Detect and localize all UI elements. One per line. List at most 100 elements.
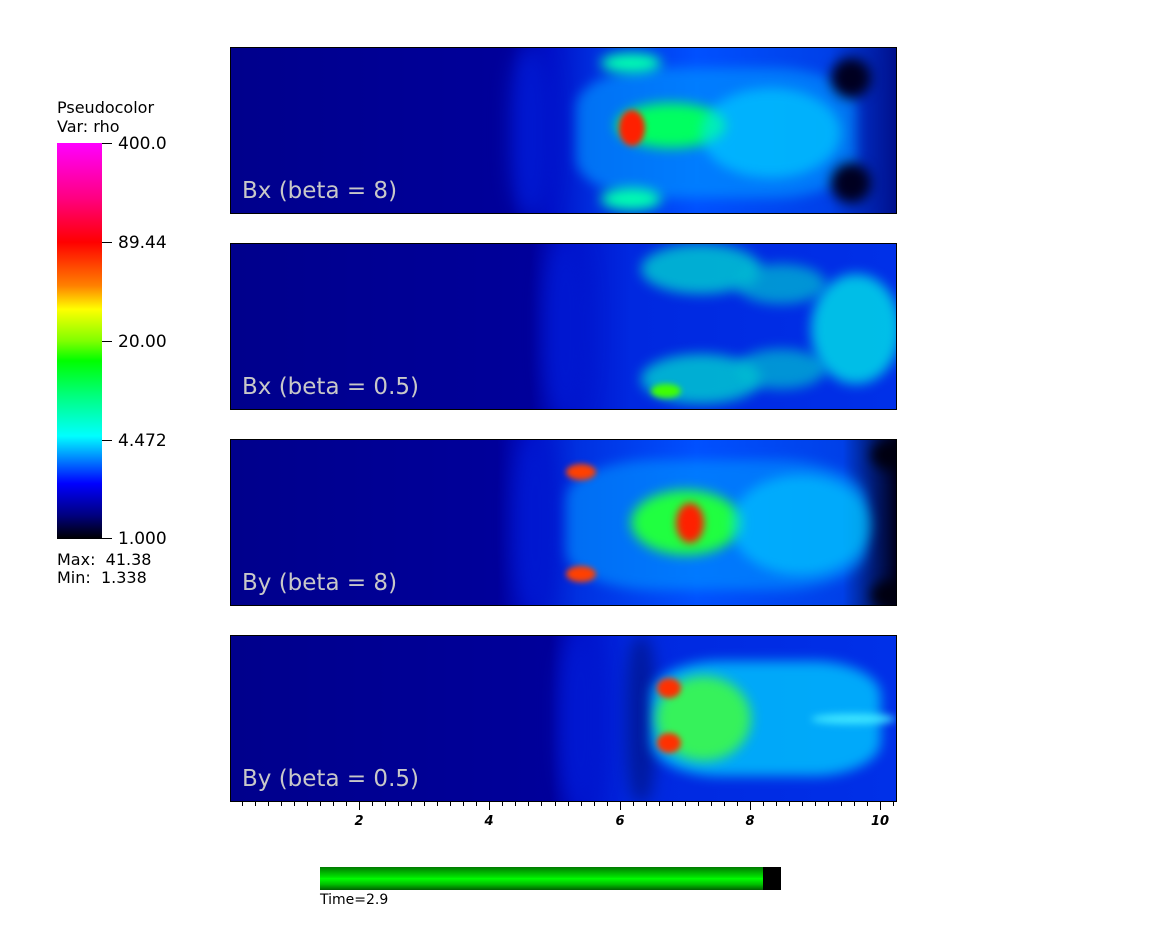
colorbar-tick (102, 341, 112, 342)
x-axis-tick (632, 801, 634, 806)
colorbar-label: 1.000 (118, 529, 167, 549)
x-axis-tick (697, 801, 699, 806)
turbulent-region (811, 274, 896, 384)
x-tick-label: 8 (745, 814, 755, 829)
x-tick-label: 10 (870, 814, 890, 829)
simulation-panel: By (beta = 0.5) (230, 635, 897, 802)
x-axis-tick (372, 801, 374, 806)
colorbar-tick (102, 440, 112, 441)
low-density-void (831, 58, 871, 98)
x-axis-tick (671, 801, 673, 806)
x-tick-label: 2 (354, 814, 364, 829)
x-axis-tick (658, 801, 660, 806)
low-density-void (831, 163, 871, 203)
x-axis-tick (268, 801, 270, 806)
x-axis-tick (554, 801, 556, 806)
x-axis-tick (333, 801, 335, 806)
x-axis-tick (893, 801, 895, 806)
density-peak (619, 110, 645, 146)
panel-label: Bx (beta = 8) (242, 178, 398, 204)
x-axis-tick (723, 801, 725, 806)
x-axis-tick (827, 801, 829, 806)
time-label: Time=2.9 (320, 892, 389, 908)
x-axis-tick (684, 801, 686, 806)
density-filament (601, 53, 661, 73)
x-axis-tick (346, 801, 348, 806)
x-axis-tick (424, 801, 426, 806)
shock-front (516, 440, 556, 605)
time-progress-fill (320, 867, 763, 890)
shock-front (546, 244, 586, 409)
colorbar (57, 143, 102, 539)
x-axis-tick (320, 801, 322, 806)
density-filament (811, 714, 896, 724)
x-axis (230, 801, 897, 802)
x-axis-tick (359, 801, 361, 810)
density-peak (657, 733, 681, 753)
x-axis-tick (866, 801, 868, 806)
turbulent-region (731, 475, 871, 575)
time-progress-bar (320, 867, 781, 890)
x-axis-tick (294, 801, 296, 806)
x-axis-tick (398, 801, 400, 806)
colorbar-label: 89.44 (118, 233, 167, 253)
x-axis-tick (801, 801, 803, 806)
panel-label: By (beta = 8) (242, 570, 398, 596)
x-axis-tick (502, 801, 504, 806)
x-axis-tick (749, 801, 751, 810)
legend-max: Max: 41.38 (57, 550, 152, 569)
x-axis-tick (762, 801, 764, 806)
x-axis-tick (775, 801, 777, 806)
simulation-panel: Bx (beta = 0.5) (230, 243, 897, 410)
low-density-void (871, 580, 896, 605)
x-axis-tick (385, 801, 387, 806)
simulation-panel: Bx (beta = 8) (230, 47, 897, 214)
x-axis-tick (853, 801, 855, 806)
colorbar-label: 20.00 (118, 332, 167, 352)
density-peak (676, 503, 704, 543)
x-axis-tick (736, 801, 738, 806)
x-tick-label: 4 (484, 814, 494, 829)
x-axis-tick (645, 801, 647, 806)
density-peak (566, 464, 596, 480)
density-peak (657, 678, 681, 698)
legend-variable: Var: rho (57, 117, 120, 136)
x-axis-tick (528, 801, 530, 806)
x-axis-tick (450, 801, 452, 806)
x-axis-tick (840, 801, 842, 806)
x-axis-tick (476, 801, 478, 806)
colorbar-label: 400.0 (118, 134, 167, 154)
density-peak (566, 566, 596, 582)
x-axis-tick (710, 801, 712, 806)
legend-min: Min: 1.338 (57, 568, 147, 587)
density-filament (736, 264, 826, 304)
turbulent-region (701, 88, 841, 178)
x-axis-tick (515, 801, 517, 806)
x-axis-tick (593, 801, 595, 806)
panel-label: Bx (beta = 0.5) (242, 374, 419, 400)
x-axis-tick (606, 801, 608, 806)
colorbar-tick (102, 538, 112, 539)
x-axis-tick (411, 801, 413, 806)
x-axis-tick (880, 801, 881, 810)
simulation-panel: By (beta = 8) (230, 439, 897, 606)
colorbar-tick (102, 143, 112, 144)
x-axis-tick (463, 801, 465, 806)
x-axis-tick (814, 801, 816, 806)
x-axis-tick (619, 801, 621, 810)
x-axis-tick (437, 801, 439, 806)
x-axis-tick (242, 801, 244, 806)
x-axis-tick (307, 801, 309, 806)
shock-front (561, 636, 601, 801)
legend-title: Pseudocolor (57, 98, 155, 117)
colorbar-label: 4.472 (118, 431, 167, 451)
panel-label: By (beta = 0.5) (242, 766, 419, 792)
low-density-void (871, 440, 896, 470)
x-axis-tick (281, 801, 283, 806)
density-peak (651, 384, 681, 398)
x-axis-tick (788, 801, 790, 806)
x-tick-label: 6 (615, 814, 625, 829)
colorbar-tick (102, 242, 112, 243)
x-axis-tick (567, 801, 569, 806)
x-axis-tick (255, 801, 257, 806)
